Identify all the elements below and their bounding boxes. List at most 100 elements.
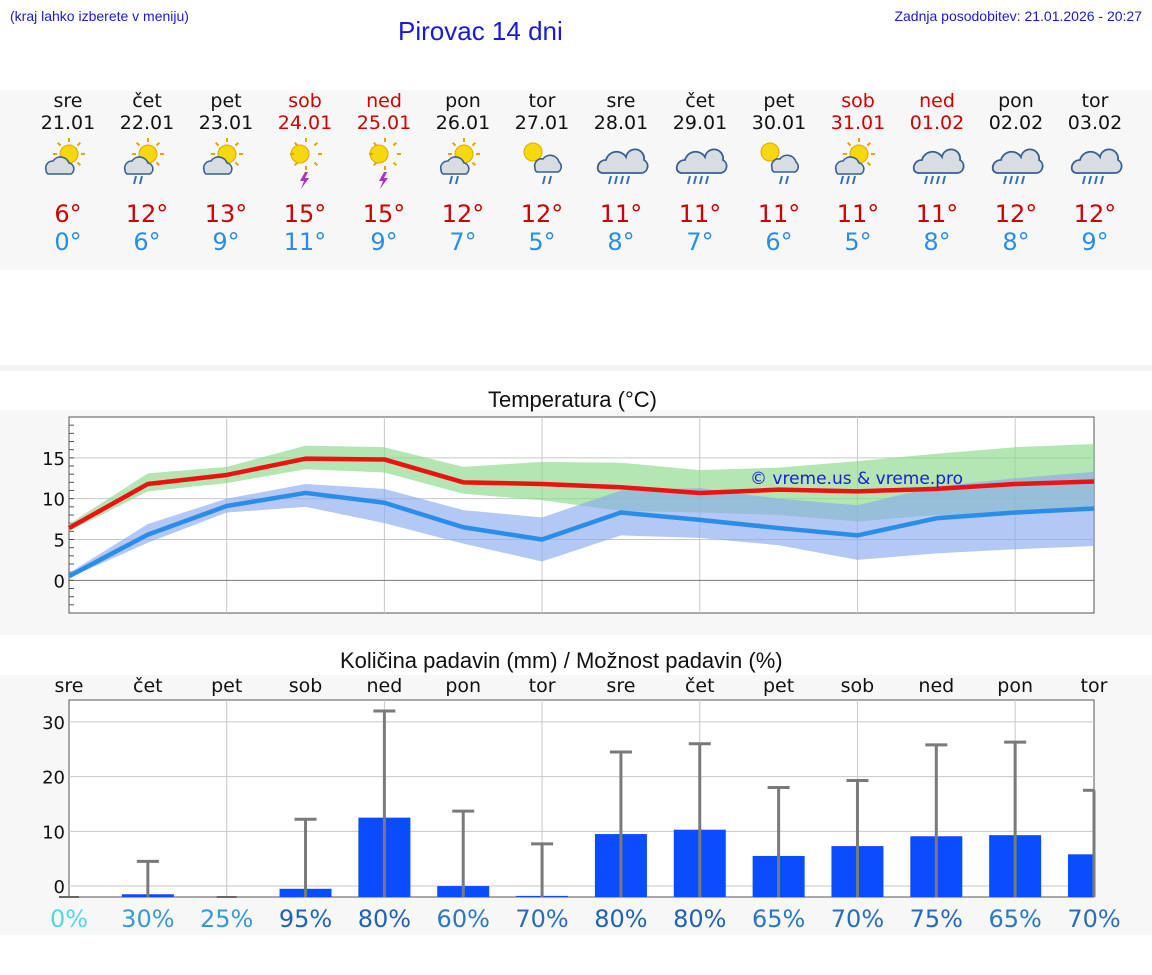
- max-temp: 6°: [54, 200, 82, 228]
- day-name: tor: [528, 90, 556, 112]
- partly-cloudy-thunder-icon: [369, 138, 401, 189]
- precip-day-label: ned: [366, 675, 402, 697]
- precip-ytick-label: 10: [42, 822, 65, 843]
- watermark: © vreme.us & vreme.pro: [750, 469, 963, 489]
- location-menu-note: (kraj lahko izberete v meniju): [10, 8, 189, 24]
- day-date: 25.01: [356, 112, 412, 134]
- forecast-strip: sre 21.01 6° 0° čet 22.01 12° 6° pet 23.01 13° 9° so…: [0, 90, 1152, 270]
- temperature-chart-title: Temperatura (°C): [488, 387, 657, 412]
- day-date: 02.02: [988, 112, 1044, 134]
- precip-ytick-label: 20: [42, 768, 65, 789]
- partly-cloudy-rain-icon: [123, 138, 164, 185]
- max-temp: 12°: [1073, 200, 1117, 228]
- precip-ytick-label: 30: [42, 713, 65, 734]
- min-temp: 11°: [283, 228, 327, 256]
- day-name: sob: [288, 90, 322, 112]
- day-date: 24.01: [277, 112, 333, 134]
- precip-chance-label: 65%: [988, 905, 1041, 933]
- precip-day-label: čet: [685, 675, 715, 697]
- min-temp: 9°: [1081, 228, 1109, 256]
- max-temp: 13°: [204, 200, 248, 228]
- temp-max-line: [67, 456, 1095, 531]
- precip-day-label: pet: [763, 675, 794, 697]
- day-date: 30.01: [751, 112, 807, 134]
- cloudy-rain-icon: [1070, 148, 1123, 185]
- precip-chance-label: 75%: [910, 905, 963, 933]
- day-date: 22.01: [119, 112, 175, 134]
- day-date: 29.01: [672, 112, 728, 134]
- day-name: pon: [998, 90, 1034, 112]
- min-temp: 7°: [449, 228, 477, 256]
- day-name: pon: [445, 90, 481, 112]
- day-date: 01.02: [909, 112, 965, 134]
- precip-day-label: pon: [997, 675, 1033, 697]
- cloudy-rain-icon: [991, 148, 1044, 185]
- day-date: 28.01: [593, 112, 649, 134]
- precip-chance-label: 60%: [437, 905, 490, 933]
- precip-chance-label: 80%: [594, 905, 647, 933]
- precip-day-label: tor: [529, 675, 556, 697]
- precip-day-label: tor: [1081, 675, 1108, 697]
- precip-day-label: ned: [918, 675, 954, 697]
- day-name: ned: [366, 90, 402, 112]
- precip-day-label: sre: [606, 675, 635, 697]
- precip-day-label: sre: [55, 675, 84, 697]
- max-temp: 11°: [678, 200, 722, 228]
- precipitation-chart-title: Količina padavin (mm) / Možnost padavin …: [340, 648, 783, 673]
- max-temp: 12°: [125, 200, 169, 228]
- day-name: čet: [685, 90, 715, 112]
- min-temp: 8°: [923, 228, 951, 256]
- max-temp: 11°: [915, 200, 959, 228]
- day-name: sre: [606, 90, 636, 112]
- precip-chance-label: 80%: [673, 905, 726, 933]
- day-date: 31.01: [830, 112, 886, 134]
- min-temp: 8°: [607, 228, 635, 256]
- precip-ytick-label: 0: [54, 877, 65, 898]
- day-date: 23.01: [198, 112, 254, 134]
- min-temp: 9°: [370, 228, 398, 256]
- day-date: 21.01: [40, 112, 96, 134]
- temp-ytick-label: 5: [54, 531, 65, 552]
- day-name: pet: [763, 90, 795, 112]
- partly-cloudy-icon: [44, 138, 85, 175]
- cloudy-rain-icon: [596, 148, 649, 185]
- max-temp: 15°: [362, 200, 406, 228]
- partly-cloudy-thunder-icon: [290, 138, 322, 189]
- min-temp: 6°: [765, 228, 793, 256]
- min-temp: 0°: [54, 228, 82, 256]
- max-temp: 15°: [283, 200, 327, 228]
- max-temp: 11°: [757, 200, 801, 228]
- precip-day-label: sob: [841, 675, 875, 697]
- day-name: pet: [210, 90, 242, 112]
- precip-chance-label: 80%: [358, 905, 411, 933]
- precip-chance-label: 70%: [831, 905, 884, 933]
- min-temp: 5°: [844, 228, 872, 256]
- day-name: ned: [919, 90, 955, 112]
- min-temp: 7°: [686, 228, 714, 256]
- precip-chance-label: 95%: [279, 905, 332, 933]
- divider: [0, 365, 1152, 371]
- precip-chance-label: 70%: [515, 905, 568, 933]
- day-name: sre: [53, 90, 83, 112]
- max-temp: 12°: [520, 200, 564, 228]
- precip-day-label: sob: [289, 675, 323, 697]
- temp-ytick-label: 10: [42, 490, 65, 511]
- precip-chance-label: 65%: [752, 905, 805, 933]
- max-temp: 12°: [994, 200, 1038, 228]
- cloudy-rain-icon: [675, 148, 728, 185]
- temp-ytick-label: 15: [42, 449, 65, 470]
- partly-cloudy-rain-icon: [439, 138, 480, 185]
- precip-day-label: pet: [211, 675, 242, 697]
- precip-bar: [1068, 854, 1094, 897]
- precip-day-label: pon: [445, 675, 481, 697]
- temp-ytick-label: 0: [54, 571, 65, 592]
- max-temp: 11°: [836, 200, 880, 228]
- precip-chance-label: 0%: [50, 905, 88, 933]
- sun-cloud-rain-icon: [523, 142, 563, 185]
- day-name: sob: [841, 90, 875, 112]
- last-update-label: Zadnja posodobitev: 21.01.2026 - 20:27: [894, 8, 1142, 24]
- min-temp: 5°: [528, 228, 556, 256]
- partly-cloudy-heavy-rain-icon: [834, 138, 875, 185]
- precip-day-label: čet: [133, 675, 163, 697]
